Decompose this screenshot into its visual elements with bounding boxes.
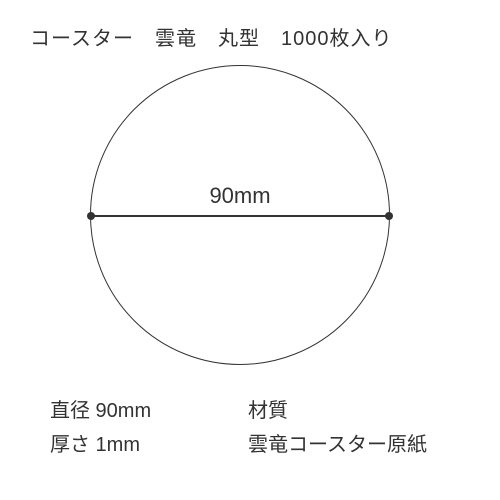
diameter-label: 90mm	[90, 183, 390, 209]
endpoint-dot-right	[385, 212, 393, 220]
specs-dimensions: 直径 90mm 厚さ 1mm	[50, 394, 151, 462]
spec-diameter: 直径 90mm	[50, 394, 151, 428]
product-title: コースター 雲竜 丸型 1000枚入り	[30, 22, 393, 51]
endpoint-dot-left	[87, 212, 95, 220]
circle-diagram: 90mm	[90, 65, 390, 365]
specs-material: 材質 雲竜コースター原紙	[248, 394, 427, 462]
spec-material-label: 材質	[248, 394, 427, 428]
spec-material-value: 雲竜コースター原紙	[248, 428, 427, 462]
diameter-line	[90, 215, 390, 217]
spec-thickness: 厚さ 1mm	[50, 428, 151, 462]
